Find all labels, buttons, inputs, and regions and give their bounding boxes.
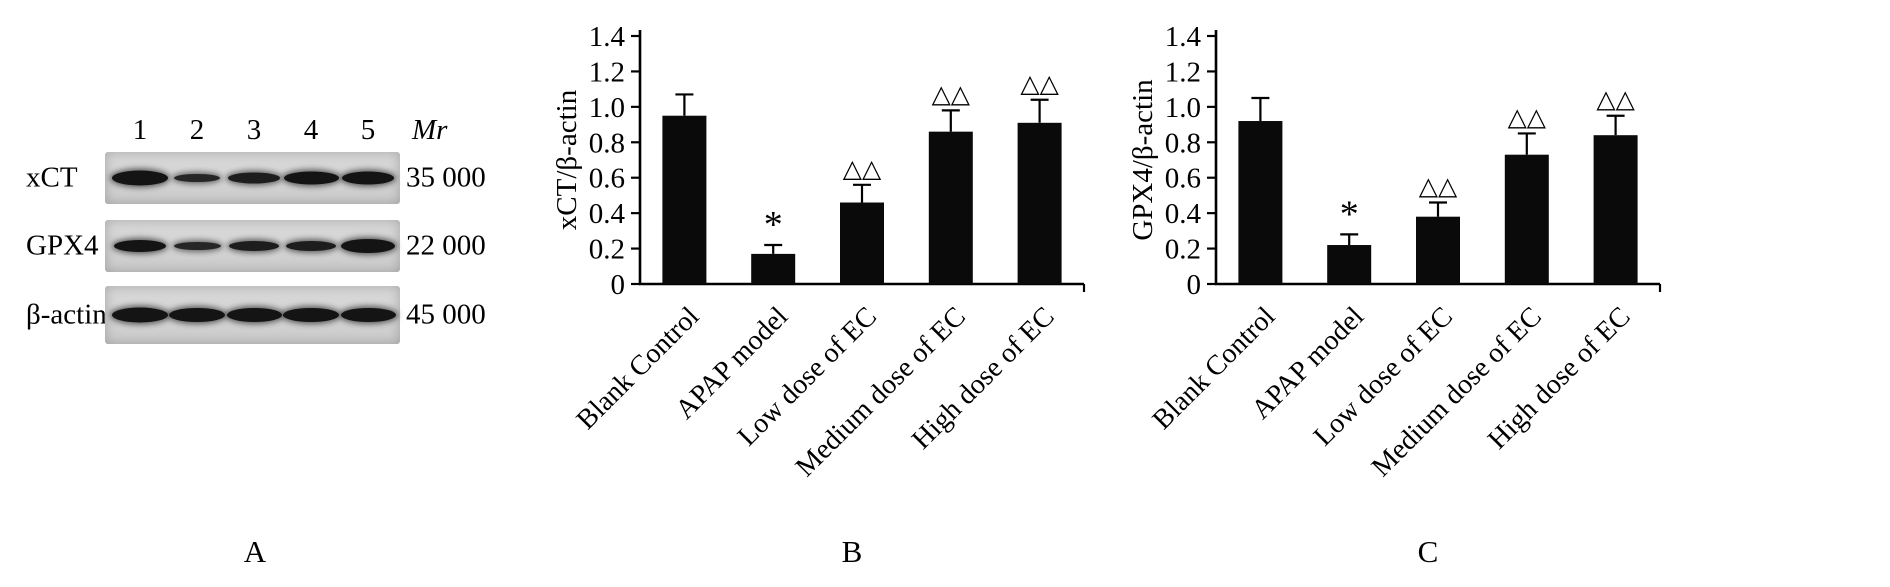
blot-band <box>340 308 396 322</box>
bar <box>928 131 973 284</box>
panel-western-blot: 1 2 3 4 5 Mr xCT GPX4 β-actin 35 000 22 … <box>0 0 555 587</box>
y-tick-label: 0.4 <box>589 198 626 230</box>
blot-band <box>174 174 220 182</box>
blot-band <box>228 172 280 184</box>
significance-marker: * <box>1340 193 1359 235</box>
lane-number: 2 <box>189 114 205 146</box>
blot-strip-beta-actin <box>105 286 400 344</box>
mr-value-gpx4: 22 000 <box>406 229 486 262</box>
mr-value-xct: 35 000 <box>406 161 486 194</box>
lane-number: 3 <box>246 114 262 146</box>
blot-band <box>342 171 394 185</box>
bar <box>1327 245 1372 284</box>
lane-number: 5 <box>360 114 376 146</box>
y-tick-label: 0.2 <box>589 234 625 266</box>
blot-band <box>114 240 166 252</box>
protein-label-beta-actin: β-actin <box>26 298 107 331</box>
panel-chart-gpx4: 0 0.2 0.4 0.6 0.8 1.0 1.2 1.4 GPX4/β-actin Blank … <box>1128 0 1668 587</box>
y-tick-label: 0.2 <box>1165 234 1201 266</box>
mr-value-beta-actin: 45 000 <box>406 298 486 331</box>
bar <box>840 202 884 284</box>
y-tick-label: 0 <box>611 269 626 301</box>
blot-band <box>226 308 282 322</box>
bar <box>1238 121 1283 285</box>
significance-marker: △△ <box>1508 104 1547 131</box>
blot-band <box>229 241 279 251</box>
y-tick-label: 1.2 <box>1165 56 1201 88</box>
y-tick-label: 0.6 <box>589 163 625 195</box>
panel-letter: C <box>1418 534 1439 569</box>
significance-marker: △△ <box>1596 87 1635 114</box>
protein-label-xct: xCT <box>26 161 78 194</box>
panel-letter: B <box>842 534 863 569</box>
protein-label-gpx4: GPX4 <box>26 229 99 262</box>
significance-marker: △△ <box>843 156 882 183</box>
lane-number: 4 <box>303 114 319 146</box>
y-axis-title: xCT/β-actin <box>552 89 583 230</box>
panel-letter-a: A <box>243 534 267 569</box>
panel-chart-xct: 0 0.2 0.4 0.6 0.8 1.0 1.2 1.4 xCT/β-actin Blank C… <box>552 0 1092 587</box>
blot-band <box>112 170 168 186</box>
significance-marker: △△ <box>1020 71 1059 98</box>
bar <box>1416 216 1460 284</box>
y-tick-label: 1.2 <box>589 56 625 88</box>
x-category-label: Medium dose of EC <box>790 301 972 483</box>
y-tick-label: 0.8 <box>589 127 625 159</box>
blot-band <box>169 308 225 322</box>
bar <box>1017 122 1062 284</box>
bar <box>751 253 796 284</box>
x-category-label: Medium dose of EC <box>1366 301 1548 483</box>
blot-band <box>283 308 339 322</box>
bar-chart-gpx4: 00.20.40.60.81.01.21.4GPX4/β-actinBlank … <box>1128 21 1662 569</box>
y-tick-label: 0.8 <box>1165 127 1201 159</box>
blot-strip-xct <box>105 152 400 204</box>
y-tick-label: 0 <box>1187 269 1202 301</box>
blot-band <box>286 241 336 251</box>
blot-band <box>112 307 168 323</box>
bar <box>662 115 707 284</box>
y-tick-label: 1.0 <box>589 92 625 124</box>
significance-marker: * <box>764 204 783 246</box>
significance-marker: △△ <box>1419 174 1458 201</box>
blot-band <box>283 171 339 185</box>
y-tick-label: 1.0 <box>1165 92 1201 124</box>
y-tick-label: 0.4 <box>1165 198 1202 230</box>
blot-strip-gpx4 <box>105 220 400 272</box>
significance-marker: △△ <box>932 81 971 108</box>
blot-band <box>341 239 395 253</box>
y-tick-label: 1.4 <box>1165 21 1202 53</box>
blot-band <box>173 242 221 250</box>
bar <box>1504 154 1549 284</box>
y-axis-title: GPX4/β-actin <box>1128 79 1159 241</box>
bar <box>1593 135 1638 284</box>
y-tick-label: 1.4 <box>589 21 626 53</box>
mr-column-header: Mr <box>412 114 448 146</box>
lane-number: 1 <box>132 114 148 146</box>
y-tick-label: 0.6 <box>1165 163 1201 195</box>
